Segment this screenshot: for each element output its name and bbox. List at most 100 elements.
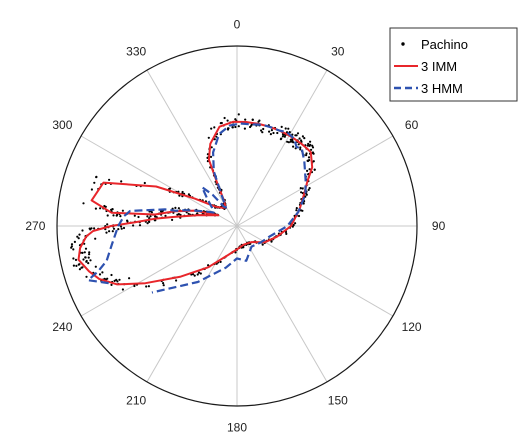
scatter-point-pachino bbox=[108, 178, 111, 181]
scatter-point-pachino bbox=[133, 284, 136, 288]
scatter-point-pachino bbox=[106, 277, 109, 280]
scatter-point-pachino bbox=[80, 266, 83, 269]
scatter-point-pachino bbox=[287, 127, 290, 130]
scatter-point-pachino bbox=[94, 237, 97, 240]
legend-marker-pachino bbox=[401, 42, 405, 46]
scatter-point-pachino bbox=[309, 143, 312, 146]
scatter-point-pachino bbox=[72, 248, 75, 251]
scatter-point-pachino bbox=[276, 131, 279, 135]
scatter-point-pachino bbox=[87, 256, 90, 259]
scatter-point-pachino bbox=[297, 214, 301, 218]
scatter-point-pachino bbox=[106, 223, 109, 226]
angle-tick-label: 180 bbox=[227, 421, 247, 435]
scatter-point-pachino bbox=[279, 138, 282, 141]
scatter-point-pachino bbox=[120, 227, 123, 230]
scatter-point-pachino bbox=[231, 126, 234, 129]
scatter-point-pachino bbox=[268, 130, 271, 133]
scatter-point-pachino bbox=[110, 283, 113, 286]
scatter-point-pachino bbox=[226, 119, 229, 122]
scatter-point-pachino bbox=[196, 273, 199, 276]
scatter-point-pachino bbox=[168, 187, 172, 190]
scatter-point-pachino bbox=[78, 233, 81, 236]
scatter-point-pachino bbox=[307, 188, 310, 191]
scatter-point-pachino bbox=[89, 259, 92, 262]
angle-tick-label: 90 bbox=[432, 219, 446, 233]
scatter-point-pachino bbox=[294, 134, 297, 137]
scatter-point-pachino bbox=[72, 257, 75, 260]
scatter-point-pachino bbox=[119, 225, 123, 228]
scatter-point-pachino bbox=[88, 227, 91, 230]
scatter-point-pachino bbox=[237, 125, 240, 128]
scatter-point-pachino bbox=[292, 145, 295, 148]
scatter-point-pachino bbox=[261, 243, 264, 246]
legend-label-imm: 3 IMM bbox=[421, 59, 457, 74]
scatter-point-pachino bbox=[84, 256, 87, 259]
radial-gridline-240 bbox=[80, 225, 238, 317]
scatter-point-pachino bbox=[164, 214, 167, 217]
scatter-point-pachino bbox=[93, 227, 96, 230]
scatter-point-pachino bbox=[306, 144, 309, 147]
scatter-point-pachino bbox=[72, 264, 75, 267]
scatter-point-pachino bbox=[90, 188, 93, 191]
scatter-point-pachino bbox=[299, 187, 302, 190]
scatter-point-pachino bbox=[308, 187, 311, 190]
scatter-point-pachino bbox=[283, 135, 286, 138]
scatter-point-pachino bbox=[306, 159, 309, 162]
scatter-point-pachino bbox=[226, 127, 230, 130]
scatter-point-pachino bbox=[110, 273, 113, 277]
scatter-point-pachino bbox=[213, 126, 216, 129]
scatter-point-pachino bbox=[243, 127, 246, 130]
scatter-point-pachino bbox=[223, 116, 226, 120]
scatter-point-pachino bbox=[115, 278, 118, 281]
scatter-point-pachino bbox=[146, 215, 149, 218]
scatter-point-pachino bbox=[138, 224, 142, 227]
scatter-point-pachino bbox=[177, 190, 180, 193]
scatter-point-pachino bbox=[81, 229, 84, 232]
outer-circle bbox=[56, 45, 418, 407]
scatter-point-pachino bbox=[112, 227, 116, 230]
legend-label-pachino: Pachino bbox=[421, 37, 468, 52]
scatter-point-pachino bbox=[307, 142, 310, 145]
scatter-point-pachino bbox=[281, 135, 284, 138]
scatter-point-pachino bbox=[76, 235, 79, 238]
scatter-point-pachino bbox=[98, 273, 102, 276]
scatter-point-pachino bbox=[244, 118, 247, 121]
scatter-point-pachino bbox=[103, 204, 106, 208]
scatter-point-pachino bbox=[119, 215, 122, 218]
scatter-point-pachino bbox=[111, 230, 114, 233]
scatter-point-pachino bbox=[219, 260, 222, 263]
series-line-imm bbox=[77, 120, 314, 286]
scatter-point-pachino bbox=[251, 118, 254, 121]
scatter-point-pachino bbox=[280, 125, 283, 128]
scatter-point-pachino bbox=[286, 140, 289, 143]
legend-label-hmm: 3 HMM bbox=[421, 81, 463, 96]
scatter-point-pachino bbox=[262, 127, 265, 131]
scatter-point-pachino bbox=[70, 246, 73, 249]
angle-tick-label: 300 bbox=[52, 118, 72, 132]
scatter-point-pachino bbox=[117, 228, 120, 231]
scatter-point-pachino bbox=[85, 260, 88, 263]
radial-gridline-60 bbox=[236, 135, 394, 227]
scatter-point-pachino bbox=[295, 209, 298, 212]
scatter-point-pachino bbox=[126, 220, 129, 223]
scatter-point-pachino bbox=[171, 218, 174, 221]
scatter-point-pachino bbox=[197, 271, 201, 274]
angular-tick-labels: 0 30 60 90 120 150 180 210 240 270 300 330 bbox=[25, 17, 445, 434]
scatter-point-pachino bbox=[94, 265, 97, 268]
scatter-point-pachino bbox=[82, 202, 85, 205]
scatter-point-pachino bbox=[176, 213, 179, 216]
scatter-point-pachino bbox=[121, 288, 124, 291]
radial-gridline-210 bbox=[146, 225, 238, 383]
scatter-point-pachino bbox=[312, 160, 315, 163]
scatter-point-pachino bbox=[237, 113, 240, 116]
scatter-point-pachino bbox=[78, 268, 81, 271]
scatter-point-pachino bbox=[261, 131, 264, 134]
angle-tick-label: 150 bbox=[328, 394, 348, 408]
scatter-point-pachino bbox=[88, 253, 91, 256]
scatter-point-pachino bbox=[193, 274, 196, 277]
scatter-point-pachino bbox=[305, 152, 308, 155]
scatter-point-pachino bbox=[300, 191, 303, 194]
scatter-point-pachino bbox=[295, 207, 298, 210]
scatter-point-pachino bbox=[87, 262, 90, 265]
scatter-point-pachino bbox=[260, 129, 263, 132]
